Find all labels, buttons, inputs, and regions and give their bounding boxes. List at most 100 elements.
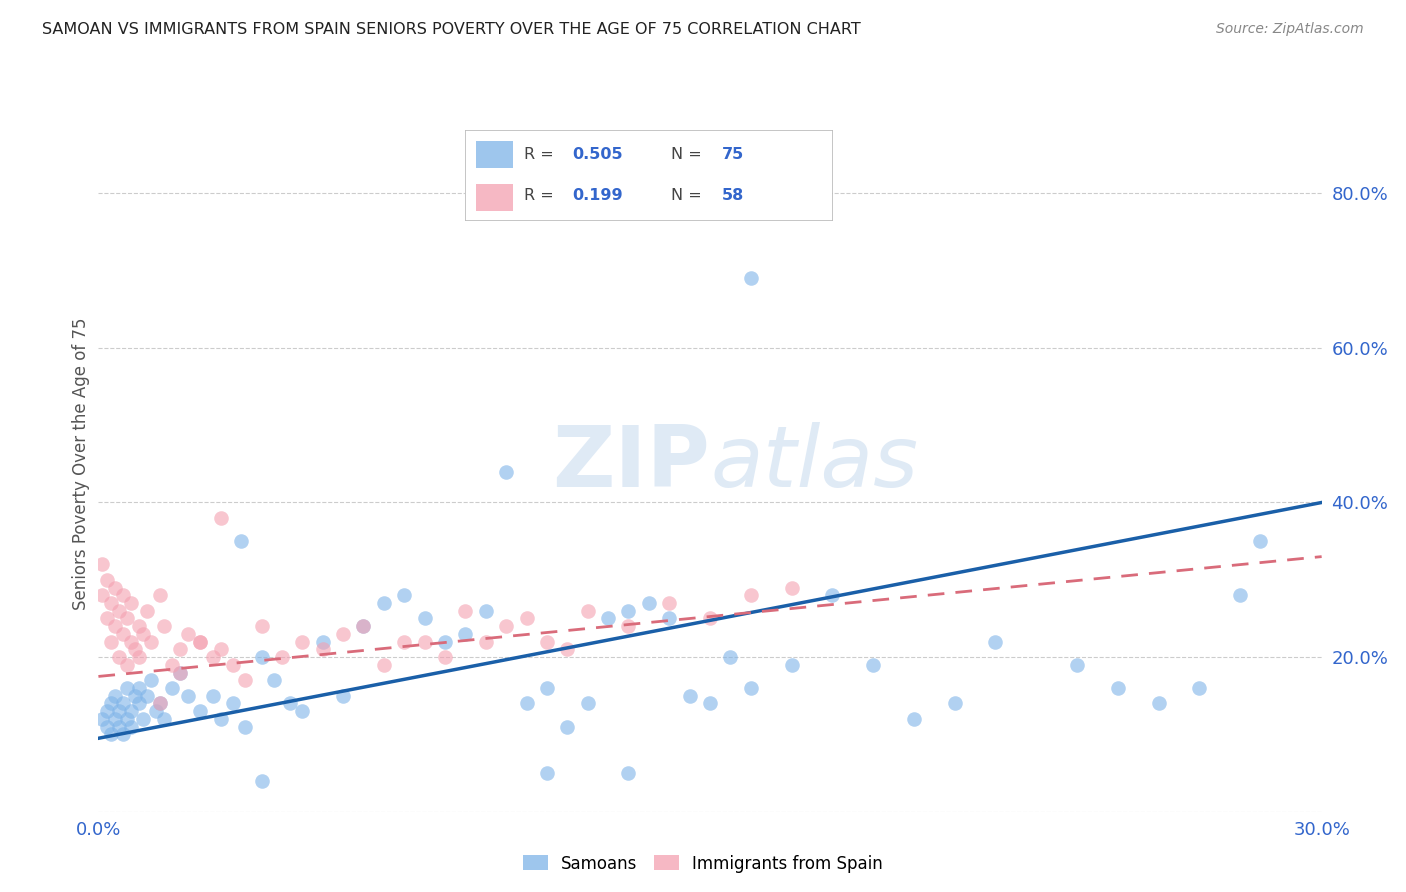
Text: Source: ZipAtlas.com: Source: ZipAtlas.com: [1216, 22, 1364, 37]
Point: [576, 697, 599, 711]
Point: [108, 650, 131, 665]
Point: [278, 697, 301, 711]
Point: [132, 627, 155, 641]
Point: [177, 689, 200, 703]
Point: [152, 619, 174, 633]
Point: [111, 727, 134, 741]
Point: [115, 611, 138, 625]
Point: [128, 697, 150, 711]
Point: [104, 689, 127, 703]
Point: [454, 627, 477, 641]
Point: [169, 665, 191, 680]
Point: [149, 588, 172, 602]
Point: [555, 720, 579, 734]
Point: [373, 596, 395, 610]
Point: [188, 704, 212, 718]
Point: [250, 619, 273, 633]
Point: [136, 604, 159, 618]
Point: [96, 720, 118, 734]
Point: [91, 588, 114, 602]
Point: [201, 689, 224, 703]
Point: [598, 611, 620, 625]
Point: [120, 704, 142, 718]
Text: SAMOAN VS IMMIGRANTS FROM SPAIN SENIORS POVERTY OVER THE AGE OF 75 CORRELATION C: SAMOAN VS IMMIGRANTS FROM SPAIN SENIORS …: [42, 22, 860, 37]
Point: [821, 588, 844, 602]
Point: [91, 712, 114, 726]
Point: [903, 712, 925, 726]
Point: [617, 604, 640, 618]
Point: [128, 619, 150, 633]
Point: [740, 681, 762, 695]
Point: [108, 720, 131, 734]
Point: [209, 511, 232, 525]
Point: [679, 689, 702, 703]
Point: [699, 611, 721, 625]
Point: [332, 627, 354, 641]
Point: [373, 657, 395, 672]
Point: [169, 642, 191, 657]
Point: [516, 611, 538, 625]
Point: [434, 634, 457, 648]
Point: [233, 720, 256, 734]
Point: [96, 704, 118, 718]
Point: [474, 634, 498, 648]
Point: [209, 712, 232, 726]
Point: [96, 573, 118, 587]
Point: [312, 634, 335, 648]
Point: [201, 650, 224, 665]
Point: [111, 627, 134, 641]
Point: [169, 665, 191, 680]
Text: atlas: atlas: [710, 422, 918, 506]
Point: [617, 619, 640, 633]
Point: [160, 681, 183, 695]
Point: [96, 611, 118, 625]
Point: [291, 704, 314, 718]
Point: [108, 704, 131, 718]
Point: [104, 619, 127, 633]
Point: [145, 704, 167, 718]
Point: [576, 604, 599, 618]
Point: [270, 650, 294, 665]
Point: [1249, 534, 1271, 549]
Point: [392, 634, 416, 648]
Point: [536, 681, 558, 695]
Point: [250, 773, 273, 788]
Point: [474, 604, 498, 618]
Point: [250, 650, 273, 665]
Point: [100, 727, 122, 741]
Point: [132, 712, 155, 726]
Point: [177, 627, 200, 641]
Point: [332, 689, 354, 703]
Point: [352, 619, 374, 633]
Point: [1188, 681, 1211, 695]
Point: [495, 465, 517, 479]
Point: [120, 596, 142, 610]
Point: [454, 604, 477, 618]
Point: [141, 673, 163, 688]
Point: [555, 642, 579, 657]
Point: [516, 697, 538, 711]
Point: [222, 657, 245, 672]
Point: [100, 596, 122, 610]
Point: [413, 611, 436, 625]
Point: [658, 596, 681, 610]
Point: [141, 634, 163, 648]
Point: [124, 689, 146, 703]
Point: [209, 642, 232, 657]
Point: [120, 634, 142, 648]
Point: [231, 534, 253, 549]
Point: [233, 673, 256, 688]
Point: [1147, 697, 1170, 711]
Point: [222, 697, 245, 711]
Text: ZIP: ZIP: [553, 422, 710, 506]
Point: [1229, 588, 1251, 602]
Point: [263, 673, 285, 688]
Point: [152, 712, 174, 726]
Point: [392, 588, 416, 602]
Point: [617, 766, 640, 780]
Point: [637, 596, 661, 610]
Point: [718, 650, 742, 665]
Point: [108, 604, 131, 618]
Point: [188, 634, 212, 648]
Point: [91, 558, 114, 572]
